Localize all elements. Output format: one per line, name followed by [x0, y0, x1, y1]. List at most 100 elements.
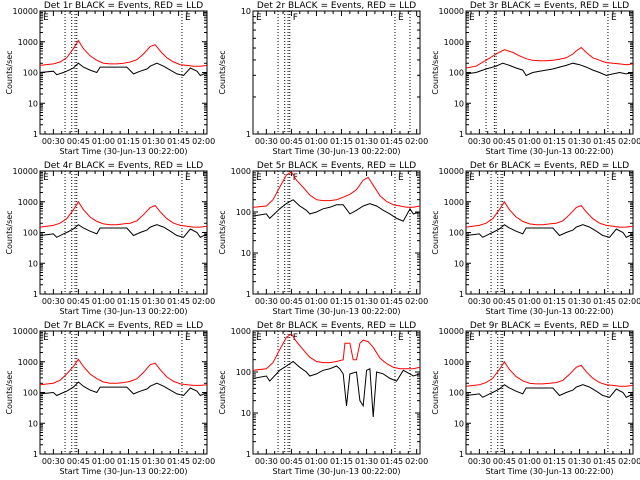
x-tick-label: 01:15 — [330, 137, 353, 146]
y-tick-label: 10 — [454, 419, 464, 428]
x-tick-label: 01:30 — [142, 457, 165, 466]
x-tick-label: 00:45 — [493, 457, 516, 466]
plot-frame — [252, 10, 421, 135]
y-tick-label: 10 — [28, 419, 38, 428]
series-line-events — [465, 224, 634, 238]
panel-3: Det 3r BLACK = Events, RED = LLD 1 10 100 10… — [431, 1, 640, 156]
x-tick-label: 02:00 — [618, 297, 640, 306]
panel-title: Det 7r BLACK = Events, RED = LLD — [44, 321, 203, 331]
marker-letter: E — [469, 333, 475, 343]
panel-6: Det 6r BLACK = Events, RED = LLD 1 10 100 10… — [431, 161, 640, 316]
marker-letter: F — [293, 333, 298, 343]
x-axis-label: Start Time (30-Jun-13 00:22:00) — [60, 307, 188, 316]
x-tick-label: 01:30 — [142, 137, 165, 146]
marker-letter: E — [256, 173, 262, 183]
x-tick-label: 01:45 — [380, 457, 403, 466]
y-tick-label: 1 — [459, 290, 464, 299]
x-tick-label: 00:45 — [67, 457, 90, 466]
y-tick-label: 1 — [246, 450, 251, 459]
y-tick-label: 10 — [241, 7, 251, 16]
y-tick-label: 1 — [246, 290, 251, 299]
x-tick-label: 01:15 — [543, 297, 566, 306]
marker-letter: E — [398, 13, 404, 23]
x-tick-label: 00:30 — [255, 297, 278, 306]
series-line-lld — [252, 171, 421, 208]
y-tick-label: 1 — [33, 290, 38, 299]
y-tick-label: 10 — [241, 409, 251, 418]
series-line-events — [39, 224, 208, 238]
panel-title: Det 9r BLACK = Events, RED = LLD — [470, 321, 629, 331]
series-line-events — [39, 62, 208, 77]
x-tick-label: 00:45 — [67, 137, 90, 146]
x-tick-label: 01:30 — [355, 297, 378, 306]
x-tick-label: 01:00 — [305, 137, 328, 146]
x-tick-label: 00:30 — [468, 137, 491, 146]
series-line-events — [465, 384, 634, 398]
x-tick-label: 01:45 — [380, 297, 403, 306]
panel-title: Det 2r BLACK = Events, RED = LLD — [257, 1, 416, 11]
series-line-events — [252, 360, 421, 418]
y-axis-label: Counts/sec — [5, 50, 14, 94]
panel-title: Det 8r BLACK = Events, RED = LLD — [257, 321, 416, 331]
x-tick-label: 01:00 — [518, 457, 541, 466]
y-tick-label: 1000 — [231, 167, 251, 176]
marker-letter: E — [185, 173, 191, 183]
y-tick-label: 1000 — [231, 327, 251, 336]
x-tick-label: 01:45 — [167, 457, 190, 466]
x-tick-label: 01:15 — [330, 297, 353, 306]
y-tick-label: 10 — [454, 99, 464, 108]
x-axis-label: Start Time (30-Jun-13 00:22:00) — [60, 147, 188, 156]
x-tick-label: 01:00 — [518, 137, 541, 146]
x-tick-label: 01:30 — [355, 137, 378, 146]
x-tick-label: 01:15 — [543, 137, 566, 146]
panel-grid: Det 1r BLACK = Events, RED = LLD11010010… — [5, 1, 640, 476]
y-tick-label: 10000 — [13, 167, 38, 176]
x-tick-label: 01:30 — [568, 457, 591, 466]
x-axis-label: Start Time (30-Jun-13 00:22:00) — [486, 307, 614, 316]
marker-letter: E — [398, 173, 404, 183]
y-axis-label: Counts/sec — [431, 210, 440, 254]
x-tick-label: 00:45 — [493, 297, 516, 306]
y-tick-label: 10 — [28, 259, 38, 268]
y-axis-label: Counts/sec — [431, 50, 440, 94]
y-tick-label: 10000 — [13, 7, 38, 16]
x-tick-label: 00:45 — [280, 297, 303, 306]
x-tick-label: 01:00 — [92, 297, 115, 306]
y-tick-label: 10 — [454, 259, 464, 268]
x-tick-label: 01:00 — [92, 457, 115, 466]
x-tick-label: 01:45 — [167, 297, 190, 306]
plot-frame — [252, 330, 421, 455]
x-tick-label: 02:00 — [405, 457, 428, 466]
plot-frame — [252, 170, 421, 295]
panel-title: Det 4r BLACK = Events, RED = LLD — [44, 161, 203, 171]
x-tick-label: 00:45 — [493, 137, 516, 146]
x-tick-label: 00:30 — [42, 297, 65, 306]
y-axis-label: Counts/sec — [218, 50, 227, 94]
x-tick-label: 02:00 — [405, 137, 428, 146]
x-tick-label: 00:30 — [468, 297, 491, 306]
y-axis-label: Counts/sec — [218, 210, 227, 254]
x-tick-label: 01:00 — [92, 137, 115, 146]
x-tick-label: 01:45 — [167, 137, 190, 146]
y-tick-label: 1000 — [444, 358, 464, 367]
y-tick-label: 10000 — [439, 327, 464, 336]
x-axis-label: Start Time (30-Jun-13 00:22:00) — [273, 147, 401, 156]
y-tick-label: 100 — [236, 368, 251, 377]
y-tick-label: 100 — [23, 229, 38, 238]
x-tick-label: 01:15 — [330, 457, 353, 466]
x-tick-label: 01:15 — [117, 297, 140, 306]
y-tick-label: 100 — [236, 208, 251, 217]
x-tick-label: 01:00 — [305, 297, 328, 306]
x-tick-label: 00:30 — [255, 457, 278, 466]
x-tick-label: 02:00 — [192, 297, 215, 306]
x-tick-label: 00:45 — [280, 457, 303, 466]
y-axis-label: Counts/sec — [5, 210, 14, 254]
x-tick-label: 00:30 — [468, 457, 491, 466]
x-tick-label: 01:15 — [117, 137, 140, 146]
x-tick-label: 01:30 — [142, 297, 165, 306]
marker-letter: F — [293, 13, 298, 23]
panel-2: Det 2r BLACK = Events, RED = LLD 1 10 00:30… — [218, 1, 428, 156]
panel-title: Det 3r BLACK = Events, RED = LLD — [470, 1, 629, 11]
y-tick-label: 10000 — [13, 327, 38, 336]
